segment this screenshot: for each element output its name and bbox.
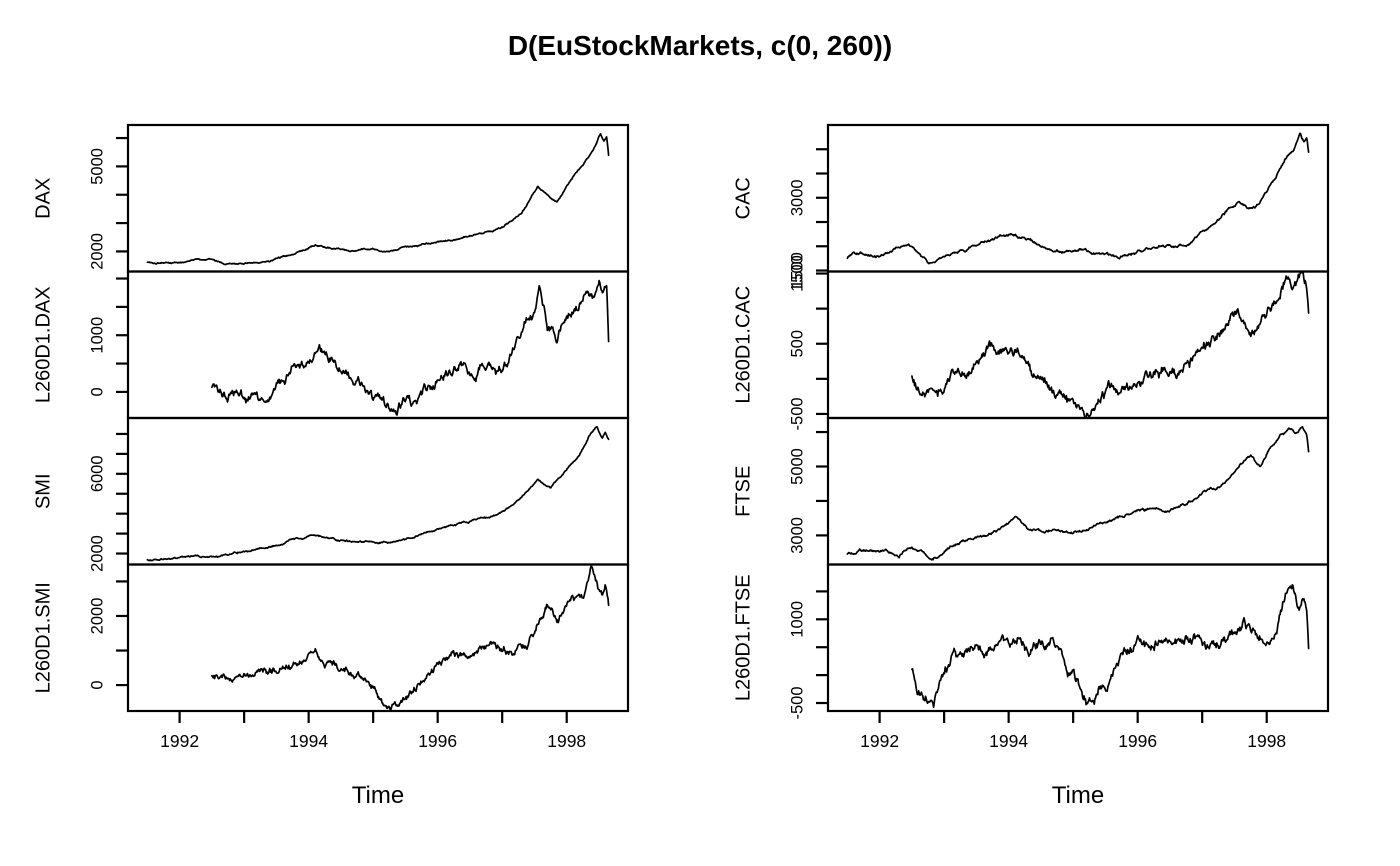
y-tick-label-dax: 2000 — [88, 233, 106, 270]
y-axis-series-label-l260d1-ftse: L260D1.FTSE — [732, 574, 754, 701]
x-tick-label-1994: 1994 — [289, 731, 328, 751]
x-tick-label-1998: 1998 — [1247, 731, 1286, 751]
y-tick-label-l260d1-cac: 1500 — [788, 255, 806, 292]
panel-border-l260d1-ftse — [826, 563, 1330, 713]
panel-border-l260d1-smi — [126, 563, 630, 713]
y-tick-label-dax: 5000 — [88, 148, 106, 185]
series-line-l260d1-cac — [911, 271, 1310, 418]
x-tick-label-1996: 1996 — [418, 731, 457, 751]
series-line-l260d1-dax — [211, 279, 610, 416]
panel-border-cac — [826, 123, 1330, 273]
x-tick-label-1992: 1992 — [160, 731, 199, 751]
series-line-ftse — [846, 426, 1310, 561]
series-line-cac — [846, 132, 1310, 265]
series-line-smi — [146, 426, 610, 562]
y-tick-label-cac: 3000 — [788, 179, 806, 216]
y-tick-label-l260d1-ftse: -500 — [788, 687, 806, 720]
y-tick-label-cac: 1500 — [788, 252, 806, 289]
y-axis-series-label-ftse: FTSE — [732, 466, 754, 517]
y-axis-series-label-smi: SMI — [32, 473, 54, 509]
x-tick-label-1992: 1992 — [860, 731, 899, 751]
x-tick-label-1996: 1996 — [1118, 731, 1157, 751]
series-line-l260d1-smi — [211, 565, 610, 711]
y-axis-series-label-l260d1-cac: L260D1.CAC — [732, 286, 754, 404]
y-tick-label-smi: 6000 — [88, 455, 106, 492]
y-tick-label-l260d1-cac: -500 — [788, 397, 806, 430]
y-tick-label-l260d1-dax: 1000 — [88, 317, 106, 354]
chart-title: D(EuStockMarkets, c(0, 260)) — [507, 30, 893, 61]
x-tick-label-1994: 1994 — [989, 731, 1028, 751]
y-axis-series-label-l260d1-smi: L260D1.SMI — [32, 582, 54, 693]
y-tick-label-ftse: 5000 — [788, 448, 806, 485]
y-tick-label-ftse: 3000 — [788, 517, 806, 554]
series-line-l260d1-ftse — [911, 584, 1310, 709]
y-tick-label-l260d1-smi: 0 — [88, 680, 106, 689]
panel-border-l260d1-cac — [826, 270, 1330, 420]
x-axis-title-right: Time — [1051, 782, 1105, 809]
y-tick-label-l260d1-cac: 500 — [788, 330, 806, 358]
y-tick-label-l260d1-dax: 0 — [88, 387, 106, 396]
series-line-dax — [146, 133, 610, 266]
y-axis-series-label-dax: DAX — [32, 178, 54, 219]
x-axis-title-left: Time — [351, 782, 405, 809]
y-tick-label-l260d1-ftse: 1000 — [788, 601, 806, 638]
y-tick-label-l260d1-smi: 2000 — [88, 598, 106, 635]
x-tick-label-1998: 1998 — [547, 731, 586, 751]
panel-border-ftse — [826, 416, 1330, 566]
y-axis-series-label-l260d1-dax: L260D1.DAX — [32, 286, 54, 403]
y-axis-series-label-cac: CAC — [732, 177, 754, 219]
y-tick-label-smi: 2000 — [88, 535, 106, 572]
